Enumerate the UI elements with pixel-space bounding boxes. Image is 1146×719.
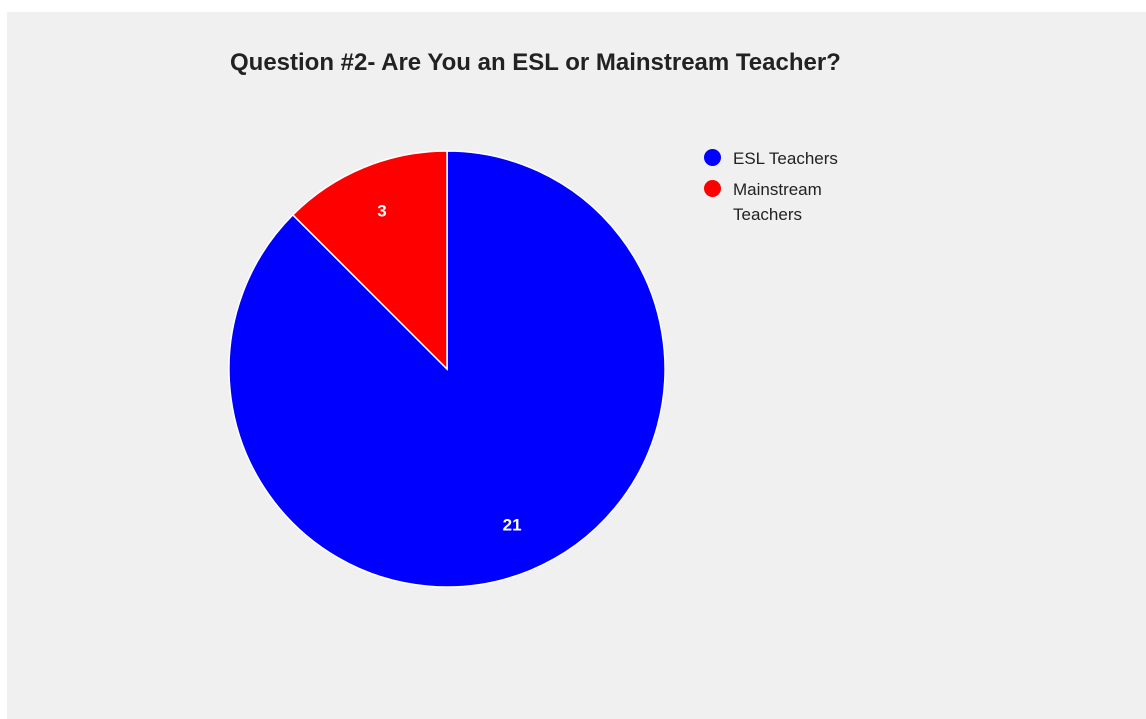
- pie-slice-mainstream-teachers[interactable]: [291, 150, 448, 371]
- legend-item-esl-teachers[interactable]: ESL Teachers: [704, 146, 964, 171]
- pie-data-label-esl-teachers: 21: [503, 516, 522, 535]
- legend-label-esl-teachers: ESL Teachers: [733, 149, 838, 168]
- pie-data-labels: 21 3: [377, 201, 521, 534]
- pie-chart: 21 3: [228, 150, 666, 588]
- legend-label-mainstream-teachers: Mainstream Teachers: [733, 180, 822, 224]
- chart-panel: Question #2- Are You an ESL or Mainstrea…: [7, 12, 1146, 719]
- legend-item-mainstream-teachers[interactable]: Mainstream Teachers: [704, 177, 964, 227]
- chart-title: Question #2- Are You an ESL or Mainstrea…: [230, 49, 841, 76]
- legend-swatch-mainstream-teachers: [704, 180, 721, 197]
- pie-slices: [228, 150, 666, 588]
- pie-data-label-mainstream-teachers: 3: [377, 201, 386, 220]
- legend-swatch-esl-teachers: [704, 149, 721, 166]
- legend: ESL Teachers Mainstream Teachers: [704, 146, 964, 233]
